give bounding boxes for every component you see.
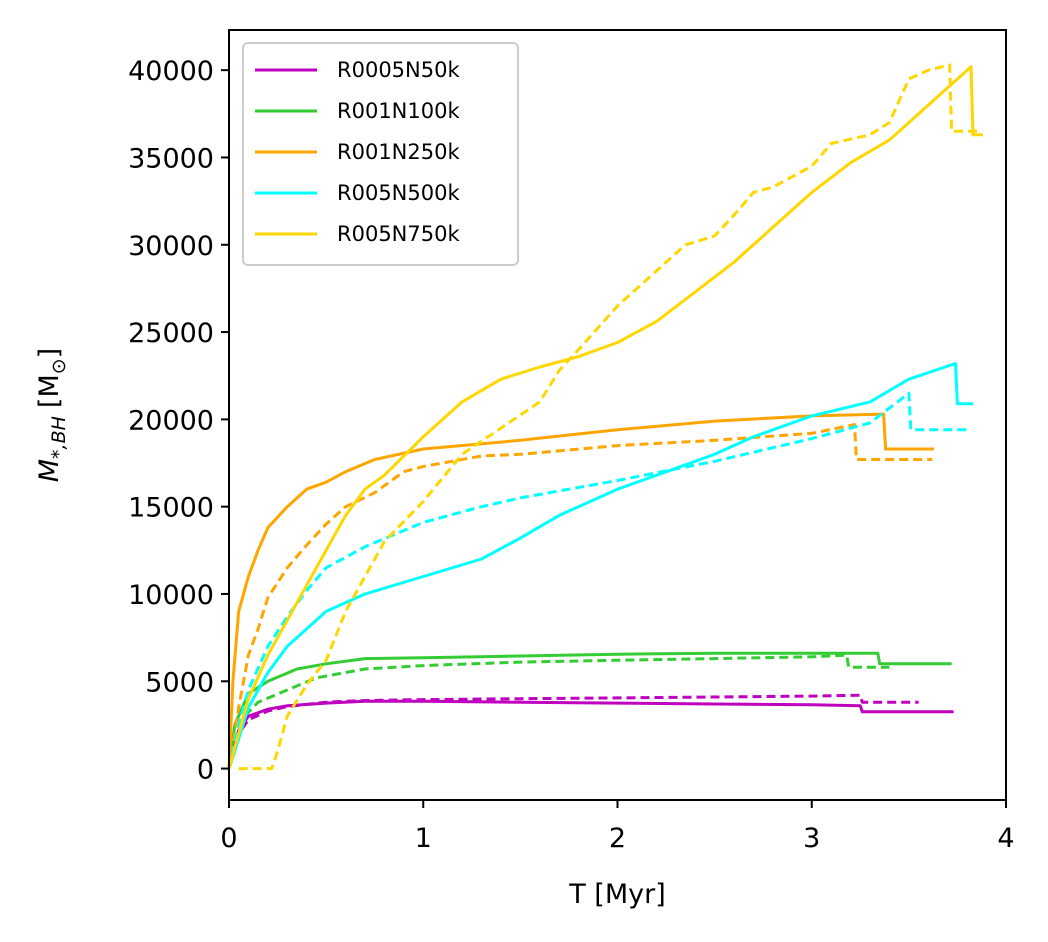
x-axis-title: T [Myr] [568,879,666,910]
ticks-layer: 0 1 2 3 4 0 5000 10000 15000 20000 25000 30000 35000… [128,56,1015,854]
legend-label-r001n250k: R001N250k [337,140,460,164]
series-line-r001n250k-dashed [227,423,933,769]
y-axis-title-sub: *,BH [48,416,70,459]
y-axis-title-unit-close: ] [34,348,65,359]
legend: R0005N50k R001N100k R001N250k R005N500k R005… [242,42,519,266]
series-line-r001n100k-dashed [227,653,890,769]
y-axis-title-unit: [M [34,374,65,408]
series-line-r005n500k-solid [227,362,973,770]
y-tick-label: 25000 [128,318,214,349]
series-layer [227,63,983,771]
y-tick-label: 40000 [128,56,214,87]
x-tick-label: 3 [803,823,820,854]
plot-area-frame [228,29,1007,801]
x-tick-label: 4 [997,823,1014,854]
legend-label-r0005n50k: R0005N50k [337,58,460,82]
series-line-r0005n50k-dashed [227,693,919,770]
legend-label-r001n100k: R001N100k [337,99,460,123]
y-tick-label: 15000 [128,493,214,524]
y-tick-label: 10000 [128,580,214,611]
series-line-r0005n50k-solid [227,699,954,769]
legend-label-r005n500k: R005N500k [337,181,460,205]
legend-label-r005n750k: R005N750k [337,222,460,246]
series-line-r005n500k-dashed [227,391,968,769]
y-tick-label: 20000 [128,405,214,436]
y-tick-label: 30000 [128,231,214,262]
y-tick-label: 0 [197,755,214,786]
y-tick-label: 5000 [145,667,214,698]
series-line-r005n750k-dashed [238,63,981,771]
y-axis-title: M*,BH [M⊙] [34,348,70,482]
y-tick-label: 35000 [128,143,214,174]
y-axis-title-main: M [34,459,65,482]
x-tick-label: 1 [415,823,432,854]
y-axis-title-unit-sub: ⊙ [48,358,70,374]
series-line-r005n750k-solid [227,65,983,770]
legend-box [242,42,519,266]
x-tick-label: 2 [609,823,626,854]
series-line-r001n100k-solid [227,651,952,769]
x-tick-label: 0 [220,823,237,854]
